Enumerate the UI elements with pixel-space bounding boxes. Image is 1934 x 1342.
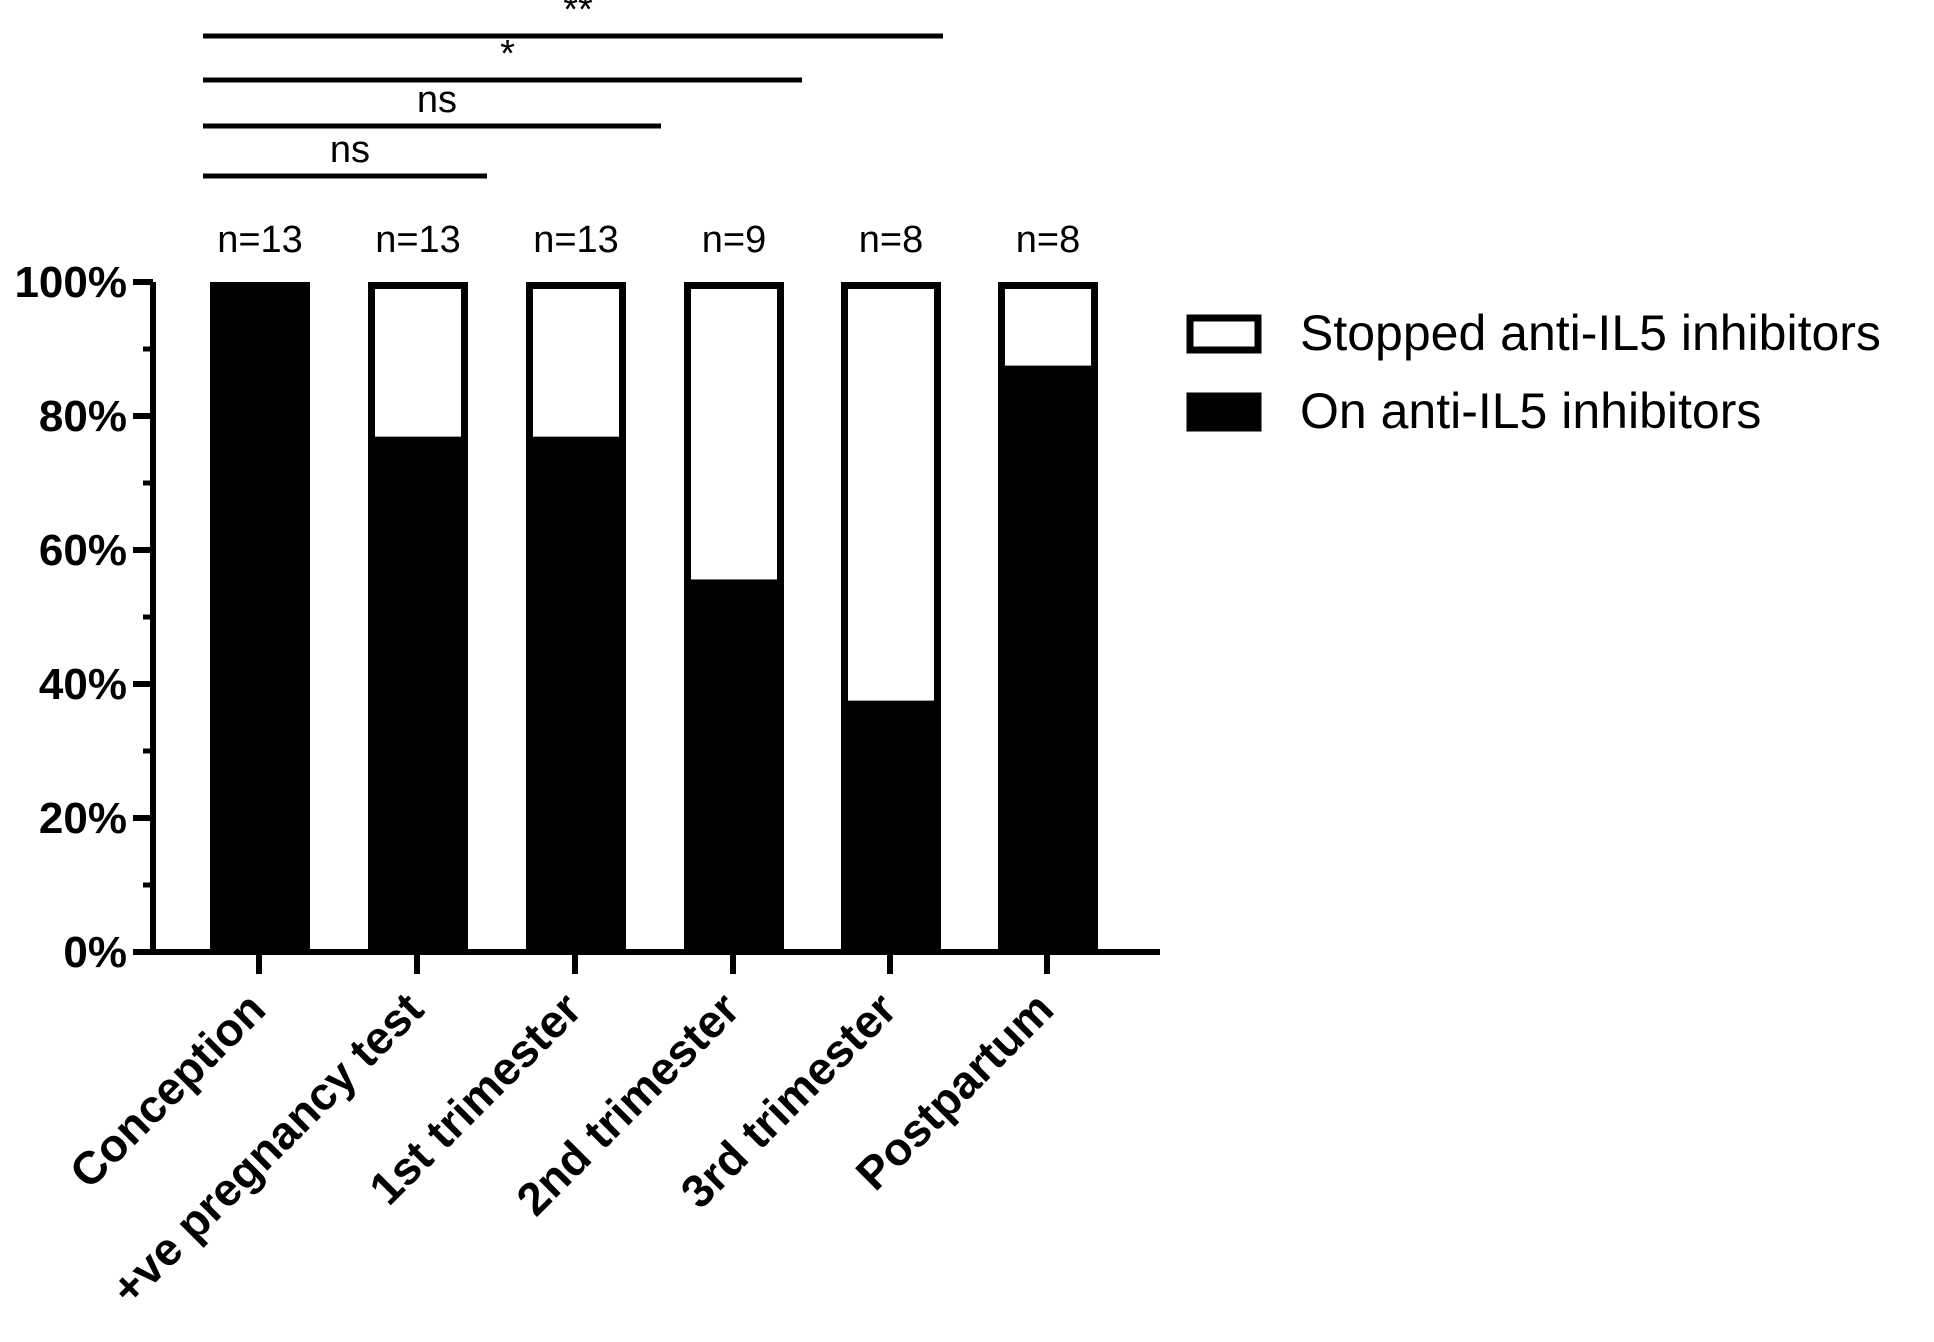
bar-on-segment [684,579,784,952]
legend-swatch-stopped [1186,314,1262,354]
y-tick-label: 20% [39,794,127,843]
n-label: n=9 [702,219,766,261]
significance-label: ** [563,0,593,31]
bar-stopped-segment [526,282,626,444]
bar-stopped-segment [368,282,468,444]
legend-swatch-on [1186,392,1262,432]
n-label: n=13 [375,219,461,261]
bar-on-segment [841,700,941,952]
bars [210,282,1098,952]
legend-label-on: On anti-IL5 inhibitors [1300,383,1761,439]
y-tick-label: 60% [39,526,127,575]
bar-on-segment [210,282,310,952]
y-tick-label: 100% [14,258,127,307]
n-label: n=13 [217,219,303,261]
y-ticks: 0% 20% 40% 60% 80% 100% [14,258,153,977]
significance-label: * [500,33,515,75]
x-tick-label: +ve pregnancy test [101,982,433,1314]
bar-on-segment [368,436,468,952]
bar-on-segment [998,365,1098,952]
bar-stopped-segment [684,282,784,587]
significance-label: ns [417,79,457,121]
y-tick-label: 0% [63,928,127,977]
n-label: n=13 [533,219,619,261]
bar-stopped-segment [841,282,941,708]
n-labels: n=13 n=13 n=13 n=9 n=8 n=8 [217,219,1080,261]
significance-label: ns [330,129,370,171]
y-tick-label: 40% [39,660,127,709]
n-label: n=8 [859,219,923,261]
legend-label-stopped: Stopped anti-IL5 inhibitors [1300,305,1881,361]
y-tick-label: 80% [39,392,127,441]
bar-on-segment [526,436,626,952]
n-label: n=8 [1016,219,1080,261]
legend: Stopped anti-IL5 inhibitors On anti-IL5 i… [1186,305,1881,439]
bar-stopped-segment [998,282,1098,373]
